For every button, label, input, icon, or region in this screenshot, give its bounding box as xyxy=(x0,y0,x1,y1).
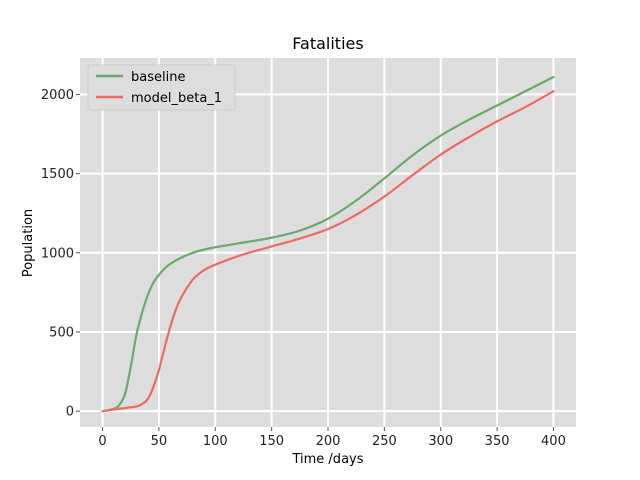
legend: baseline model_beta_1 xyxy=(87,64,236,111)
y-tick-labels: 0 500 1000 1500 2000 xyxy=(41,88,80,420)
x-tick-label: 0 xyxy=(98,434,106,449)
series-line-baseline xyxy=(101,75,555,413)
x-tick-label: 50 xyxy=(151,434,168,449)
legend-label-baseline: baseline xyxy=(131,70,185,85)
x-tick-label: 350 xyxy=(485,434,510,449)
legend-label-model-beta-1: model_beta_1 xyxy=(131,91,222,106)
x-tick-label: 250 xyxy=(372,434,397,449)
x-tick-labels: 0 50 100 150 200 250 300 350 400 xyxy=(98,427,566,449)
y-tick-label: 0 xyxy=(66,405,74,420)
x-tick-label: 100 xyxy=(203,434,228,449)
legend-box xyxy=(87,64,236,111)
x-axis-label: Time /days xyxy=(291,452,363,467)
series-lines xyxy=(101,75,555,413)
x-tick-label: 150 xyxy=(259,434,284,449)
x-tick-label: 400 xyxy=(541,434,566,449)
y-axis-label: Population xyxy=(21,209,36,277)
y-tick-label: 500 xyxy=(49,325,74,340)
y-tick-label: 2000 xyxy=(41,88,74,103)
series-line-model-beta-1 xyxy=(101,90,555,413)
x-tick-label: 200 xyxy=(316,434,341,449)
y-tick-label: 1000 xyxy=(41,246,74,261)
y-tick-label: 1500 xyxy=(41,167,74,182)
chart-title: Fatalities xyxy=(292,34,363,53)
x-tick-label: 300 xyxy=(428,434,453,449)
grid-lines xyxy=(80,58,576,427)
